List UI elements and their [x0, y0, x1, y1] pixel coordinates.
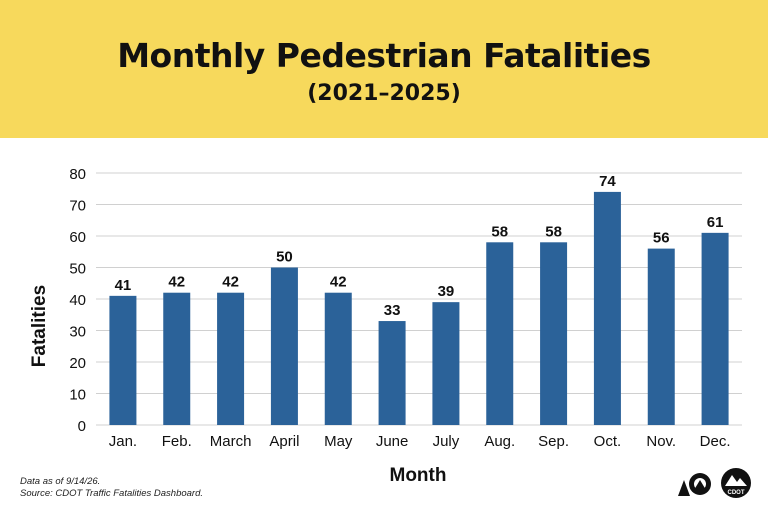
- x-tick-label: June: [376, 433, 409, 450]
- gridlines: [96, 172, 742, 426]
- y-tick-label: 40: [69, 292, 86, 309]
- header-banner: Monthly Pedestrian Fatalities (2021–2025…: [0, 0, 768, 138]
- x-axis-label: Month: [390, 465, 447, 486]
- data-label: 74: [599, 173, 616, 190]
- footnote: Data as of 9/14/26. Source: CDOT Traffic…: [20, 476, 203, 500]
- data-label: 50: [276, 249, 293, 266]
- bar: [593, 191, 621, 425]
- x-tick-label: Oct.: [594, 433, 622, 450]
- bar: [324, 292, 352, 425]
- bar: [217, 292, 245, 425]
- y-tick-labels: 0 10 20 30 40 50 60 70 80: [69, 166, 86, 435]
- logo-text: CDOT: [728, 490, 745, 496]
- x-tick-label: March: [210, 433, 252, 450]
- data-label: 42: [168, 274, 185, 291]
- bar: [701, 232, 729, 425]
- data-labels: 41 42 42 50 42 33 39 58 58 74 56 61: [115, 173, 724, 319]
- x-tick-label: Nov.: [646, 433, 676, 450]
- bar: [270, 267, 298, 425]
- x-tick-label: July: [433, 433, 460, 450]
- bar: [647, 248, 675, 425]
- x-tick-label: May: [324, 433, 353, 450]
- y-tick-label: 30: [69, 324, 86, 341]
- y-tick-label: 80: [69, 166, 86, 183]
- chart-subtitle: (2021–2025): [307, 81, 461, 106]
- y-tick-label: 70: [69, 198, 86, 215]
- x-tick-labels: Jan. Feb. March April May June July Aug. Sep. Oct…: [109, 433, 731, 450]
- bar: [486, 242, 514, 425]
- bars: [109, 191, 729, 425]
- data-label: 58: [491, 223, 508, 240]
- data-label: 61: [707, 214, 724, 231]
- colorado-cdot-logo-icon: CDOT: [678, 468, 751, 498]
- data-label: 58: [545, 223, 562, 240]
- y-tick-label: 0: [78, 418, 86, 435]
- data-label: 33: [384, 302, 401, 319]
- bar: [378, 321, 406, 425]
- data-label: 42: [222, 274, 239, 291]
- data-label: 42: [330, 274, 347, 291]
- bar: [540, 242, 568, 425]
- x-tick-label: Aug.: [484, 433, 515, 450]
- data-label: 39: [438, 283, 455, 300]
- bar: [432, 302, 460, 425]
- x-tick-label: Dec.: [700, 433, 731, 450]
- footnote-source: Source: CDOT Traffic Fatalities Dashboar…: [20, 488, 204, 499]
- x-tick-label: Sep.: [538, 433, 569, 450]
- y-tick-label: 20: [69, 355, 86, 372]
- y-axis-label: Fatalities: [29, 285, 50, 367]
- footnote-date: Data as of 9/14/26.: [20, 476, 101, 487]
- y-tick-label: 50: [69, 261, 86, 278]
- data-label: 56: [653, 230, 670, 247]
- y-tick-label: 60: [69, 229, 86, 246]
- x-tick-label: April: [269, 433, 299, 450]
- bar: [163, 292, 191, 425]
- x-tick-label: Jan.: [109, 433, 137, 450]
- bar: [109, 295, 137, 425]
- chart-title: Monthly Pedestrian Fatalities: [117, 36, 651, 75]
- data-label: 41: [115, 277, 132, 294]
- x-tick-label: Feb.: [162, 433, 192, 450]
- bar-chart: 0 10 20 30 40 50 60 70 80 41 42 42 50 42 33 39 58 58 74 56…: [29, 166, 742, 486]
- y-tick-label: 10: [69, 387, 86, 404]
